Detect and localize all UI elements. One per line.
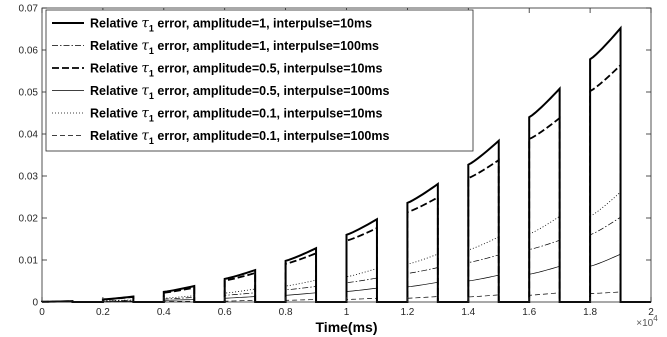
y-tick-label: 0.03 xyxy=(19,172,39,183)
x-axis-exponent: ×104 xyxy=(636,314,658,329)
x-axis-label: Time(ms) xyxy=(316,319,378,335)
legend-label-1: Relative τ1 error, amplitude=1, interpul… xyxy=(90,16,372,34)
legend-box xyxy=(45,9,474,152)
x-exponent-base: ×10 xyxy=(636,318,653,329)
x-tick-label: 1.8 xyxy=(583,307,597,318)
y-tick-label: 0.02 xyxy=(19,214,39,225)
x-ticks: 0 0.2 0.4 0.6 0.8 1 1.2 1.4 1.6 1.8 2 xyxy=(39,8,654,318)
y-tick-label: 0.05 xyxy=(19,88,39,99)
x-tick-label: 1 xyxy=(344,307,350,318)
y-tick-label: 0 xyxy=(32,298,38,309)
x-tick-label: 1.2 xyxy=(400,307,414,318)
legend: Relative τ1 error, amplitude=1, interpul… xyxy=(45,9,474,152)
y-tick-label: 0.06 xyxy=(19,46,39,57)
x-tick-label: 2 xyxy=(648,307,654,318)
x-tick-label: 1.4 xyxy=(461,307,475,318)
series-line-3 xyxy=(41,62,651,303)
x-tick-label: 1.6 xyxy=(522,307,536,318)
x-tick-label: 0.2 xyxy=(96,307,110,318)
x-tick-label: 0.4 xyxy=(157,307,171,318)
y-tick-label: 0.07 xyxy=(19,4,39,15)
x-tick-label: 0 xyxy=(39,307,45,318)
y-tick-label: 0.01 xyxy=(19,256,39,267)
legend-label-2: Relative τ1 error, amplitude=1, interpul… xyxy=(90,38,379,56)
x-tick-label: 0.6 xyxy=(218,307,232,318)
legend-label-5: Relative τ1 error, amplitude=0.1, interp… xyxy=(90,106,383,124)
legend-label-4: Relative τ1 error, amplitude=0.5, interp… xyxy=(90,83,389,101)
y-tick-label: 0.04 xyxy=(19,130,39,141)
legend-label-3: Relative τ1 error, amplitude=0.5, interp… xyxy=(90,61,383,79)
y-ticks: 0 0.01 0.02 0.03 0.04 0.05 0.06 0.07 xyxy=(19,4,651,309)
x-exponent-power: 4 xyxy=(653,314,658,323)
legend-label-6: Relative τ1 error, amplitude=0.1, interp… xyxy=(90,128,389,146)
x-tick-label: 0.8 xyxy=(279,307,293,318)
